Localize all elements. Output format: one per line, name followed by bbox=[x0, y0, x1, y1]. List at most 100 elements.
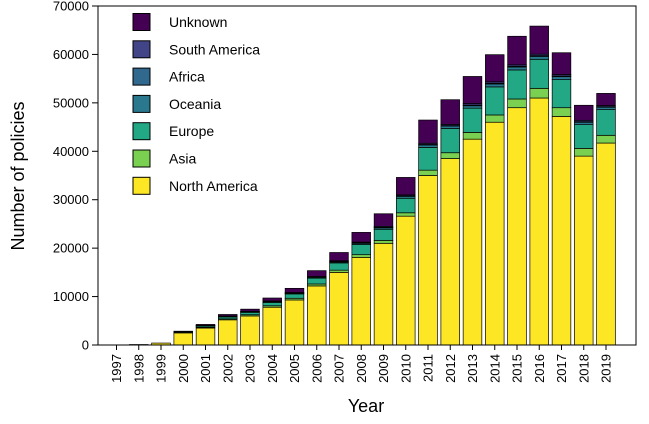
x-tick-label: 2012 bbox=[443, 354, 458, 383]
x-tick-label: 2018 bbox=[576, 354, 591, 383]
x-axis: 1997 1998 1999 2000 2001 2002 2003 2004 2005 2006… bbox=[109, 345, 614, 383]
bar-2019-north-america bbox=[596, 142, 616, 346]
bar-2001-north-america bbox=[195, 327, 216, 346]
x-tick-label: 2009 bbox=[376, 354, 391, 383]
bar-2009-asia bbox=[373, 240, 394, 244]
bar-2014-unknown bbox=[485, 54, 505, 83]
y-tick-label: 30000 bbox=[53, 192, 89, 207]
bar-2014-europe bbox=[485, 86, 505, 116]
legend-label-asia: Asia bbox=[169, 151, 196, 167]
bar-2015-asia bbox=[507, 98, 527, 109]
legend-swatch-south-america bbox=[132, 40, 151, 59]
x-tick-label: 2015 bbox=[510, 354, 525, 383]
x-tick-label: 2019 bbox=[599, 354, 614, 383]
legend-swatch-asia bbox=[132, 149, 151, 168]
plot-frame bbox=[97, 5, 637, 346]
bar-2009-unknown bbox=[373, 213, 394, 227]
bar-2003-north-america bbox=[240, 315, 260, 346]
bar-2002-unknown bbox=[218, 314, 238, 317]
bar-2005-unknown bbox=[284, 287, 305, 293]
x-tick-label: 2000 bbox=[176, 354, 191, 383]
x-tick-label: 2017 bbox=[554, 354, 569, 383]
bar-2016-north-america bbox=[529, 97, 549, 346]
legend-label-unknown: Unknown bbox=[169, 14, 227, 30]
bar-2004-europe bbox=[262, 302, 282, 307]
x-tick-label: 2014 bbox=[487, 354, 502, 383]
bar-2004-north-america bbox=[262, 306, 282, 346]
x-tick-label: 2006 bbox=[309, 354, 324, 383]
bar-2016-asia bbox=[529, 87, 549, 99]
bar-2007-europe bbox=[329, 262, 349, 271]
bar-2013-asia bbox=[462, 132, 483, 140]
y-axis-label: Number of policies bbox=[8, 101, 28, 250]
bar-2015-europe bbox=[507, 69, 527, 100]
bar-2011-europe bbox=[418, 147, 438, 171]
y-tick-label: 10000 bbox=[53, 289, 89, 304]
bar-2019-asia bbox=[596, 134, 616, 144]
bar-2018-oceania bbox=[574, 121, 594, 126]
x-tick-label: 2003 bbox=[243, 354, 258, 383]
bar-2015-unknown bbox=[507, 35, 527, 66]
y-tick-label: 0 bbox=[82, 338, 89, 353]
bar-2008-unknown bbox=[351, 232, 371, 243]
bar-2012-europe bbox=[440, 128, 460, 154]
legend-swatch-africa bbox=[132, 67, 151, 86]
legend-label-south-america: South America bbox=[169, 41, 260, 57]
legend-swatch-europe bbox=[132, 122, 151, 141]
bar-2013-unknown bbox=[462, 76, 483, 104]
bar-2013-north-america bbox=[462, 138, 483, 346]
bar-2011-north-america bbox=[418, 175, 438, 346]
bar-2008-north-america bbox=[351, 256, 371, 346]
bar-2000-unknown bbox=[173, 330, 193, 333]
bar-2015-north-america bbox=[507, 107, 527, 346]
y-tick-label: 50000 bbox=[53, 95, 89, 110]
bar-2006-north-america bbox=[307, 285, 327, 346]
bar-2006-unknown bbox=[307, 270, 327, 277]
bar-2007-unknown bbox=[329, 252, 349, 262]
bar-2014-asia bbox=[485, 114, 505, 123]
x-tick-label: 2011 bbox=[421, 354, 436, 382]
bar-2011-unknown bbox=[418, 119, 438, 144]
bar-2019-oceania bbox=[596, 106, 616, 110]
x-axis-label: Year bbox=[348, 396, 384, 416]
bar-2010-unknown bbox=[396, 177, 416, 196]
x-tick-label: 2005 bbox=[287, 354, 302, 383]
bar-2007-north-america bbox=[329, 272, 349, 346]
y-axis: 0 10000 20000 30000 40000 50000 60000 70000 bbox=[53, 0, 98, 353]
x-tick-label: 1998 bbox=[131, 354, 146, 383]
x-tick-label: 1999 bbox=[154, 354, 169, 383]
bar-2009-north-america bbox=[373, 242, 394, 346]
x-tick-label: 2001 bbox=[198, 354, 213, 383]
x-tick-label: 1997 bbox=[109, 354, 124, 383]
bar-2018-asia bbox=[574, 148, 594, 157]
bar-2004-unknown bbox=[262, 297, 282, 302]
bar-2017-unknown bbox=[551, 52, 572, 75]
bar-2011-asia bbox=[418, 169, 438, 176]
bar-2008-asia bbox=[351, 254, 371, 258]
y-tick-label: 60000 bbox=[53, 47, 89, 62]
x-tick-label: 2004 bbox=[265, 354, 280, 383]
bar-2013-europe bbox=[462, 107, 483, 133]
bar-2016-unknown bbox=[529, 25, 549, 55]
x-tick-label: 2008 bbox=[354, 354, 369, 383]
bar-2000-north-america bbox=[173, 332, 193, 346]
bar-2015-oceania bbox=[507, 66, 527, 71]
bar-2010-asia bbox=[396, 212, 416, 217]
legend-label-north-america: North America bbox=[169, 178, 258, 194]
bar-2010-europe bbox=[396, 197, 416, 214]
bar-2013-oceania bbox=[462, 105, 483, 109]
bar-2002-north-america bbox=[218, 319, 238, 346]
bar-2008-europe bbox=[351, 244, 371, 256]
bar-2016-europe bbox=[529, 58, 549, 89]
legend-swatch-north-america bbox=[132, 176, 151, 195]
x-tick-label: 2016 bbox=[532, 354, 547, 383]
bar-2009-europe bbox=[373, 228, 394, 241]
legend-label-europe: Europe bbox=[169, 123, 214, 139]
x-tick-label: 2013 bbox=[465, 354, 480, 383]
legend: Unknown South America Africa Oceania Europe A… bbox=[132, 13, 260, 195]
bar-2012-asia bbox=[440, 152, 460, 159]
bar-2017-north-america bbox=[551, 116, 572, 346]
x-tick-label: 2002 bbox=[220, 354, 235, 383]
bar-2005-europe bbox=[284, 293, 305, 299]
